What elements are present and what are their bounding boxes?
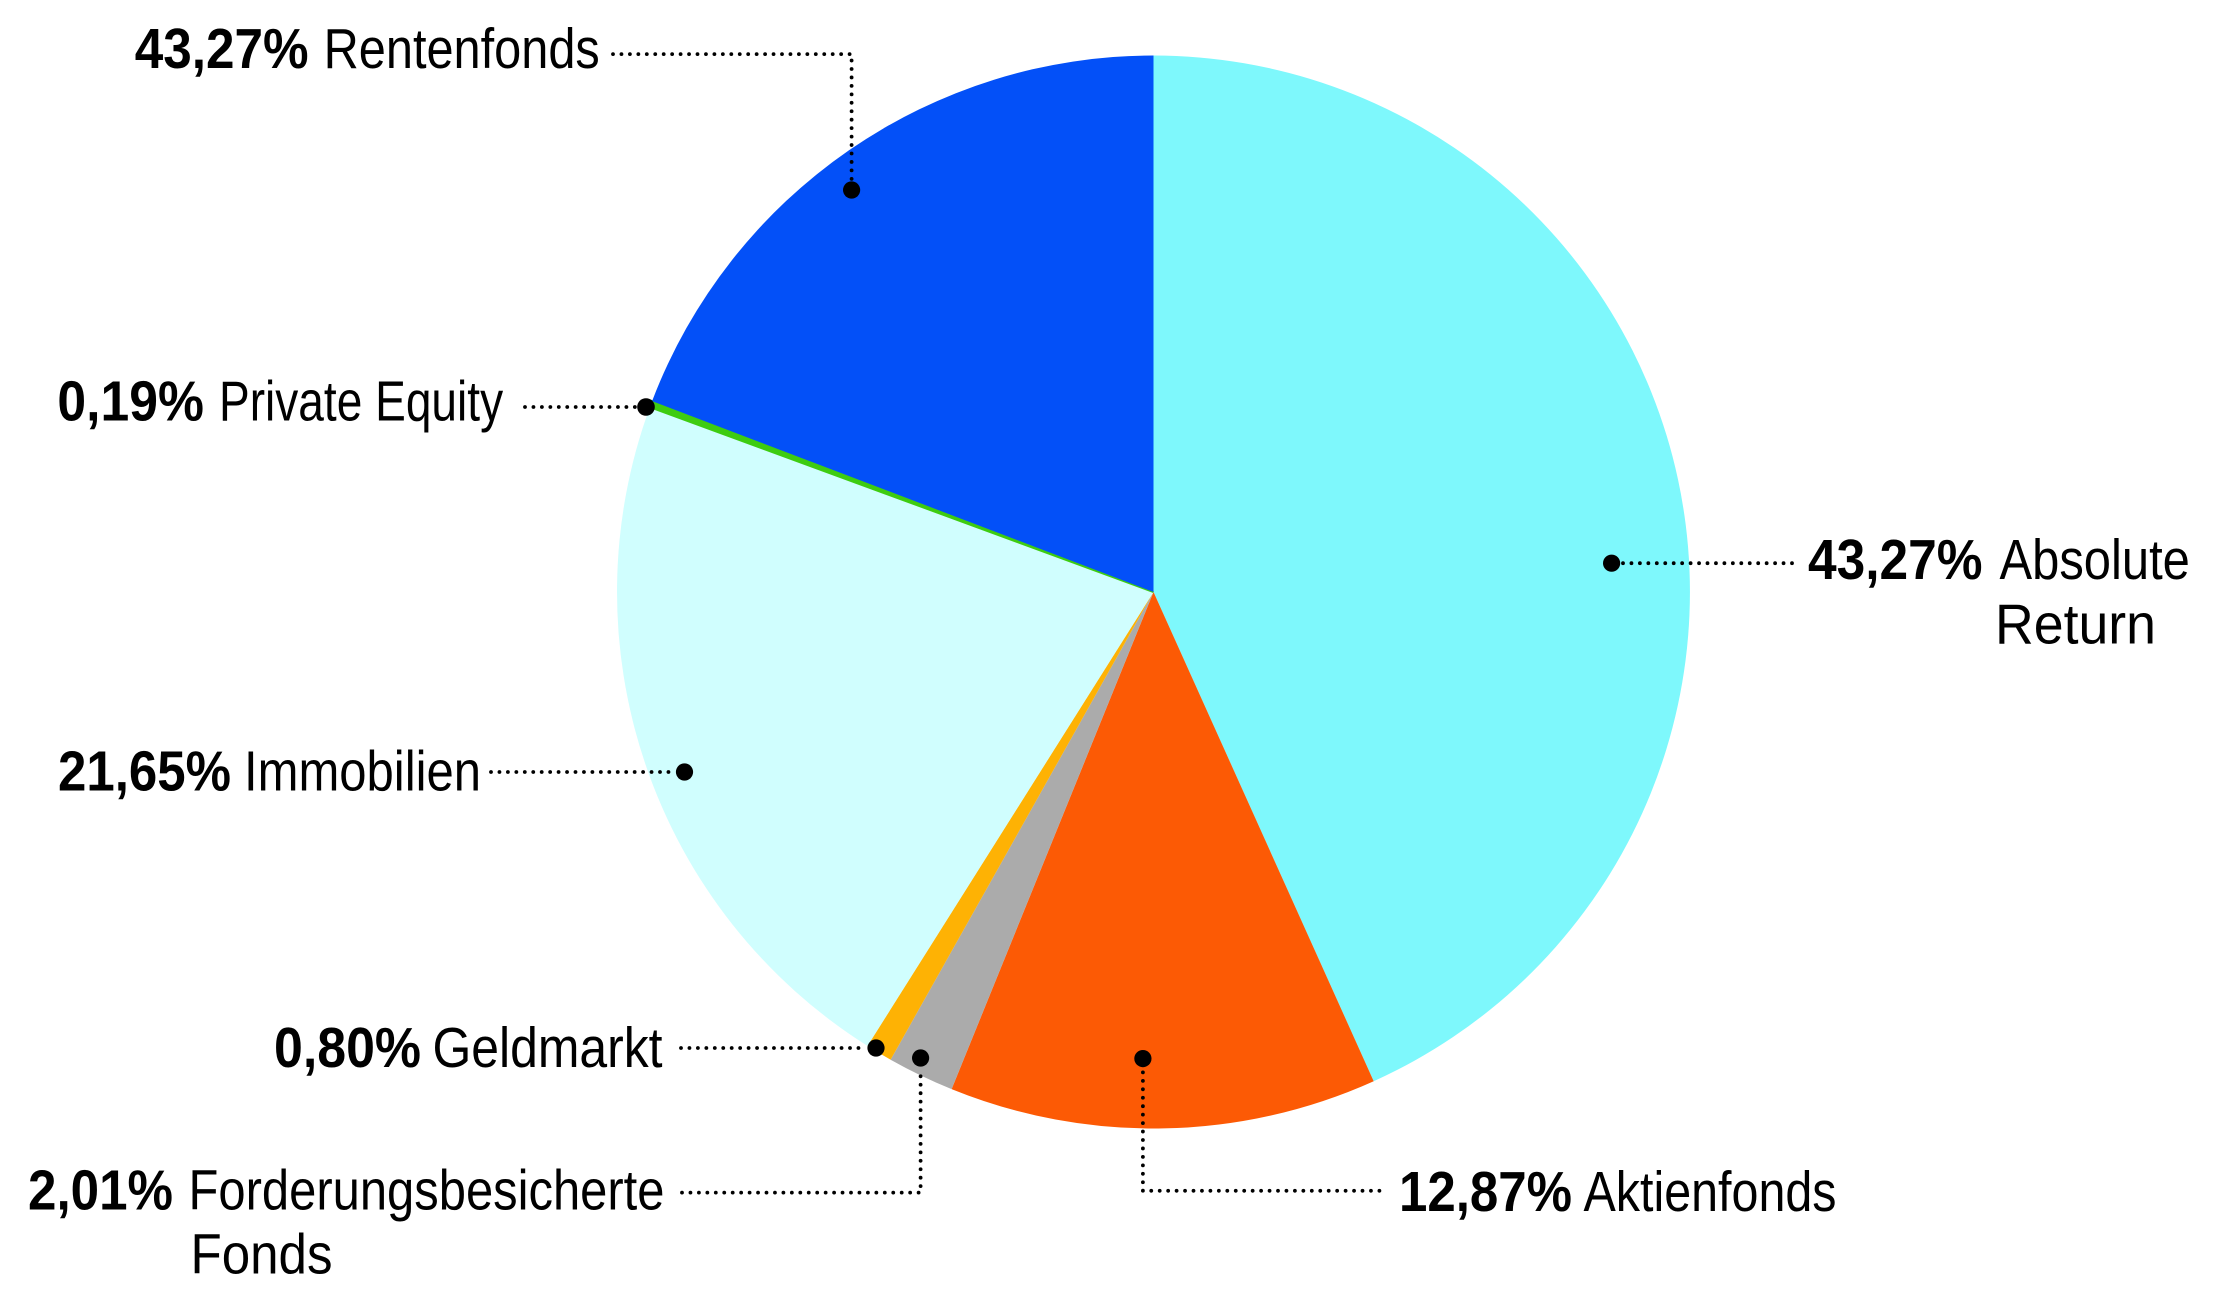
svg-text:43,27%: 43,27% xyxy=(1808,528,1983,592)
svg-text:43,27%: 43,27% xyxy=(135,17,309,81)
svg-text:Forderungsbesicherte: Forderungsbesicherte xyxy=(189,1159,665,1223)
svg-text:12,87%: 12,87% xyxy=(1399,1160,1572,1224)
svg-text:Aktienfonds: Aktienfonds xyxy=(1584,1160,1837,1224)
svg-text:Rentenfonds: Rentenfonds xyxy=(324,17,600,81)
svg-text:Geldmarkt: Geldmarkt xyxy=(433,1016,663,1080)
svg-text:Fonds: Fonds xyxy=(191,1222,333,1286)
svg-text:Return: Return xyxy=(1995,592,2156,656)
svg-text:2,01%: 2,01% xyxy=(28,1159,173,1223)
svg-text:Absolute: Absolute xyxy=(2000,528,2190,592)
svg-text:0,19%: 0,19% xyxy=(57,370,204,434)
svg-text:Immobilien: Immobilien xyxy=(244,739,481,803)
svg-text:21,65%: 21,65% xyxy=(58,739,231,803)
svg-text:Private Equity: Private Equity xyxy=(219,370,503,434)
svg-text:0,80%: 0,80% xyxy=(274,1016,421,1080)
